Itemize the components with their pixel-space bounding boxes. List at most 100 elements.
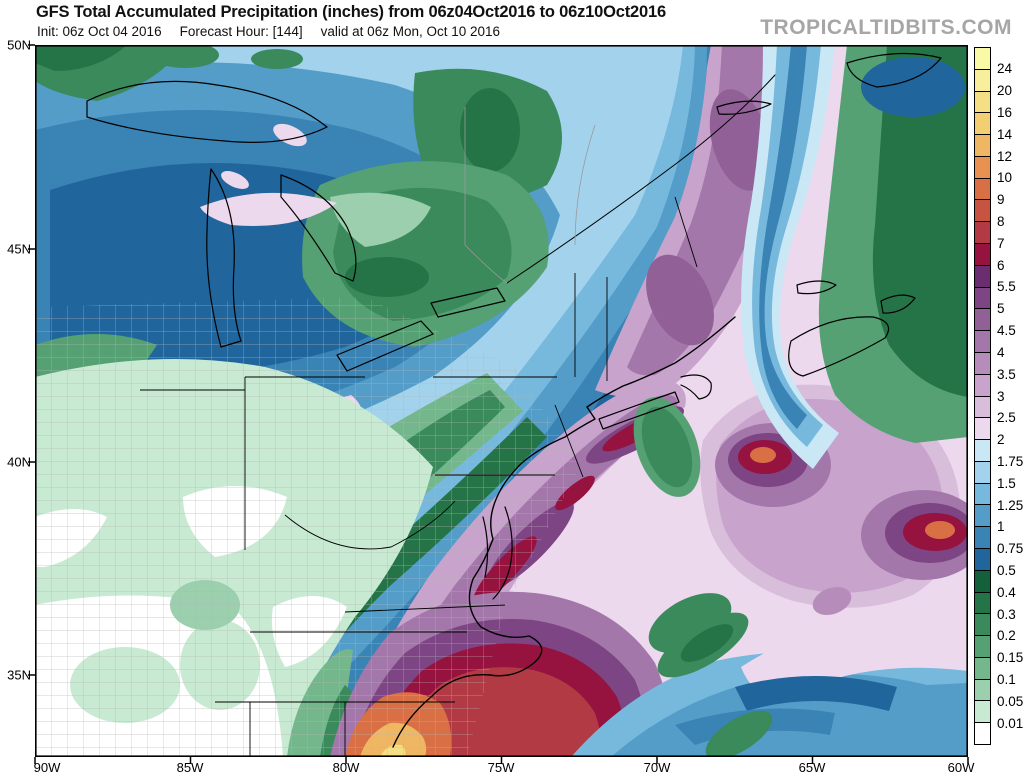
pei-outline <box>796 280 837 295</box>
colorbar-label: 12 <box>997 148 1013 164</box>
colorbar-swatch <box>975 723 990 744</box>
precip-region <box>861 57 965 117</box>
colorbar-label: 0.2 <box>997 628 1016 644</box>
chesapeake-bay <box>482 516 489 578</box>
colorbar-swatch <box>975 178 990 201</box>
map-line <box>464 107 508 284</box>
colorbar-swatch <box>975 113 990 136</box>
colorbar-label: 7 <box>997 235 1005 251</box>
nova-scotia-outline <box>788 316 890 377</box>
colorbar-swatch <box>975 461 990 484</box>
colorbar-label: 14 <box>997 126 1013 142</box>
colorbar-swatch <box>975 156 990 179</box>
colorbar-swatch <box>975 657 990 680</box>
colorbar-label: 3.5 <box>997 366 1016 382</box>
lake-erie-outline <box>336 320 434 372</box>
colorbar-label: 10 <box>997 170 1013 186</box>
colorbar-swatch <box>975 135 990 157</box>
geo-lines <box>86 52 942 748</box>
colorbar-swatch <box>975 374 990 397</box>
precip-region <box>925 521 955 539</box>
newfoundland-outline <box>846 52 942 88</box>
colorbar-label: 1.5 <box>997 475 1016 491</box>
precip-region <box>251 49 303 69</box>
colorbar-swatch <box>975 679 990 702</box>
precip-region <box>330 192 431 247</box>
colorbar-swatch <box>975 505 990 528</box>
lake-huron-outline <box>280 174 357 282</box>
lon-label-80w: 80W <box>332 760 360 774</box>
colorbar-label: 5 <box>997 301 1005 317</box>
lon-label-60w: 60W <box>947 760 975 774</box>
colorbar-swatch <box>975 91 990 114</box>
colorbar-swatch <box>975 570 990 593</box>
colorbar-label: 20 <box>997 83 1013 99</box>
lake-michigan-outline <box>206 168 242 348</box>
colorbar-swatch <box>975 614 990 637</box>
precip-region <box>345 257 429 297</box>
map-border <box>35 45 969 758</box>
lon-label-90w: 90W <box>33 760 61 774</box>
cape-cod-outline <box>680 374 712 400</box>
precip-region <box>872 45 968 397</box>
county-lines <box>35 297 580 757</box>
colorbar-label: 2.5 <box>997 410 1016 426</box>
colorbar-swatches <box>974 47 991 745</box>
long-island-outline <box>598 391 680 430</box>
precip-region <box>641 406 693 488</box>
lon-label-85w: 85W <box>176 760 204 774</box>
colorbar-label: 6 <box>997 257 1005 273</box>
colorbar-label: 1 <box>997 519 1005 535</box>
colorbar-label: 0.1 <box>997 672 1016 688</box>
lon-label-70w: 70W <box>643 760 671 774</box>
colorbar-swatch <box>975 548 990 571</box>
axis-ticks <box>28 44 969 764</box>
colorbar-label: 0.5 <box>997 563 1016 578</box>
precip-map <box>28 44 969 764</box>
colorbar-swatch <box>975 592 990 615</box>
precip-region <box>200 192 337 227</box>
precip-region <box>460 88 520 172</box>
colorbar-label: 24 <box>997 61 1013 77</box>
colorbar-label: 9 <box>997 192 1005 208</box>
precip-region <box>555 475 595 511</box>
valid-time: valid at 06z Mon, Oct 10 2016 <box>320 24 501 39</box>
colorbar-swatch <box>975 440 990 462</box>
colorbar-swatch <box>975 200 990 223</box>
colorbar-swatch <box>975 309 990 332</box>
precip-region <box>752 45 823 447</box>
map-title: GFS Total Accumulated Precipitation (inc… <box>36 3 666 21</box>
colorbar-label: 2 <box>997 432 1005 448</box>
precip-region <box>759 45 807 429</box>
colorbar-label: 1.75 <box>997 453 1024 469</box>
map-subtitle: Init: 06z Oct 04 2016 Forecast Hour: [144… <box>37 24 518 39</box>
colorbar-label: 1.25 <box>997 497 1024 513</box>
init-time: Init: 06z Oct 04 2016 <box>37 24 162 39</box>
lat-label-40n: 40N <box>7 454 31 470</box>
precip-fill-regions <box>35 45 968 757</box>
atlantic-coastline <box>392 316 736 748</box>
colorbar-swatch <box>975 701 990 724</box>
watermark-logo: TROPICALTIDBITS.COM <box>760 16 1012 39</box>
map-line <box>674 196 698 268</box>
colorbar-swatch <box>975 222 990 245</box>
precip-region <box>221 171 249 189</box>
precip-region <box>151 45 219 68</box>
colorbar-label: 0.05 <box>997 693 1024 709</box>
colorbar-label: 0.01 <box>997 715 1024 731</box>
colorbar-label: 0.3 <box>997 606 1016 622</box>
colorbar-label: 0.15 <box>997 650 1024 666</box>
lake-ontario-outline <box>430 287 506 318</box>
st-lawrence-shore <box>506 74 776 284</box>
precip-region <box>812 586 852 616</box>
colorbar-label: 3 <box>997 388 1005 404</box>
colorbar-label: 8 <box>997 214 1005 229</box>
precip-region <box>680 624 734 662</box>
lon-label-75w: 75W <box>487 760 515 774</box>
lat-label-45n: 45N <box>7 241 31 257</box>
precip-region <box>750 447 776 463</box>
forecast-hour: Forecast Hour: [144] <box>179 24 303 39</box>
colorbar-swatch <box>975 287 990 310</box>
colorbar-swatch <box>975 48 990 70</box>
